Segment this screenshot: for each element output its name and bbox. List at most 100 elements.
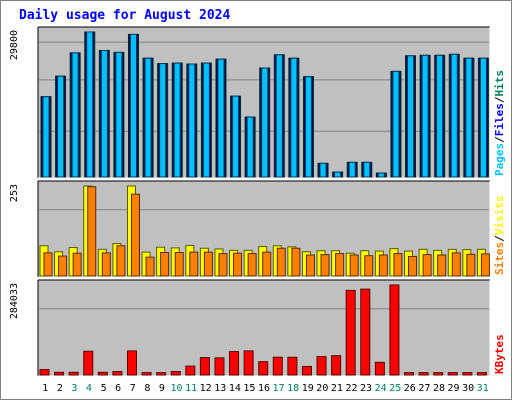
day-label-14: 14 [229, 383, 241, 394]
bar-sites-day-29 [451, 252, 461, 277]
day-label-20: 20 [316, 383, 328, 394]
bar-sites-day-23 [364, 255, 374, 277]
bar-kbytes-day-10 [170, 371, 181, 376]
bar-kbytes-day-26 [404, 372, 415, 376]
bar-kbytes-day-29 [447, 372, 458, 376]
bar-pages-day-29 [450, 53, 458, 178]
bar-kbytes-day-31 [476, 372, 487, 376]
side-label-files: Files [493, 103, 506, 136]
bar-kbytes-day-7 [126, 350, 137, 376]
side-label-slash: / [493, 235, 506, 242]
day-label-28: 28 [433, 383, 445, 394]
bar-pages-day-2 [57, 75, 65, 178]
bar-sites-day-16 [262, 251, 272, 277]
bar-sites-day-12 [203, 251, 213, 277]
bar-sites-day-28 [437, 254, 447, 277]
bar-sites-day-20 [320, 254, 330, 277]
day-label-8: 8 [144, 383, 150, 394]
bar-sites-day-30 [466, 253, 476, 277]
bar-kbytes-day-1 [39, 369, 50, 376]
bar-pages-day-3 [71, 52, 79, 178]
bar-sites-day-5 [101, 252, 111, 277]
visits-panel-side-label: Sites/Visits [493, 196, 506, 276]
bar-sites-day-9 [160, 252, 170, 277]
bar-sites-day-26 [408, 255, 418, 277]
day-label-6: 6 [115, 383, 121, 394]
day-label-27: 27 [418, 383, 430, 394]
bar-kbytes-day-14 [229, 351, 240, 376]
bar-pages-day-21 [334, 171, 342, 178]
day-label-7: 7 [130, 383, 136, 394]
bar-kbytes-day-16 [258, 361, 269, 376]
bar-sites-day-18 [291, 247, 301, 277]
day-label-31: 31 [477, 383, 489, 394]
bar-kbytes-day-18 [287, 356, 298, 376]
bar-kbytes-day-12 [199, 357, 210, 376]
day-label-19: 19 [302, 383, 314, 394]
visits-panel-ymax-label: 253 [9, 184, 20, 202]
bar-pages-day-15 [246, 116, 254, 178]
chart-title: Daily usage for August 2024 [19, 8, 230, 23]
bar-pages-day-7 [129, 33, 137, 178]
bar-sites-day-15 [247, 253, 257, 277]
bar-pages-day-19 [304, 76, 312, 178]
bar-sites-day-2 [58, 255, 68, 277]
bar-kbytes-day-20 [316, 356, 327, 376]
bar-sites-day-1 [43, 252, 53, 277]
bar-sites-day-17 [276, 247, 286, 277]
day-label-1: 1 [42, 383, 48, 394]
side-label-sites: Sites [493, 242, 506, 275]
bar-kbytes-day-11 [185, 365, 196, 376]
bar-pages-day-4 [86, 31, 94, 178]
bar-pages-day-8 [144, 57, 152, 178]
day-label-16: 16 [258, 383, 270, 394]
bar-sites-day-11 [189, 251, 199, 277]
day-label-3: 3 [71, 383, 77, 394]
bar-kbytes-day-17 [272, 356, 283, 376]
bar-pages-day-9 [159, 63, 167, 178]
side-label-hits: Hits [493, 70, 506, 97]
bar-kbytes-day-27 [418, 372, 429, 376]
bar-kbytes-day-15 [243, 350, 254, 376]
bar-sites-day-27 [422, 254, 432, 277]
bar-sites-day-31 [480, 253, 490, 277]
bar-sites-day-13 [218, 253, 228, 277]
bar-kbytes-day-5 [97, 371, 108, 376]
day-label-18: 18 [287, 383, 299, 394]
kbytes-panel-side-label: KBytes [493, 334, 506, 374]
kbytes-panel-ymax-label: 284033 [9, 283, 20, 319]
bar-sites-day-19 [305, 254, 315, 277]
bar-pages-day-16 [261, 67, 269, 178]
bar-pages-day-13 [217, 58, 225, 178]
bar-pages-day-27 [421, 54, 429, 178]
bar-pages-day-6 [115, 51, 123, 178]
bar-kbytes-day-22 [345, 289, 356, 376]
bar-sites-day-6 [116, 245, 126, 277]
bar-pages-day-11 [188, 63, 196, 178]
bar-pages-day-23 [363, 161, 371, 178]
hits-panel-ymax-label: 29800 [9, 30, 20, 60]
bar-pages-day-12 [202, 62, 210, 178]
day-label-17: 17 [273, 383, 285, 394]
bar-pages-day-22 [348, 161, 356, 178]
bar-pages-day-1 [42, 96, 50, 178]
day-label-22: 22 [345, 383, 357, 394]
bar-pages-day-5 [100, 49, 108, 178]
bar-kbytes-day-3 [68, 371, 79, 376]
side-label-slash: / [493, 96, 506, 103]
kbytes-panel-bg [38, 280, 490, 376]
bar-kbytes-day-28 [433, 372, 444, 376]
day-label-24: 24 [375, 383, 387, 394]
bar-sites-day-7 [130, 193, 140, 277]
bar-kbytes-day-24 [374, 361, 385, 376]
bar-sites-day-8 [145, 256, 155, 277]
bar-pages-day-28 [436, 54, 444, 178]
bar-kbytes-day-4 [83, 350, 94, 376]
bar-pages-day-30 [465, 57, 473, 178]
bar-pages-day-14 [232, 95, 240, 178]
day-label-26: 26 [404, 383, 416, 394]
side-label-visits: Visits [493, 196, 506, 236]
bar-kbytes-day-30 [462, 372, 473, 376]
